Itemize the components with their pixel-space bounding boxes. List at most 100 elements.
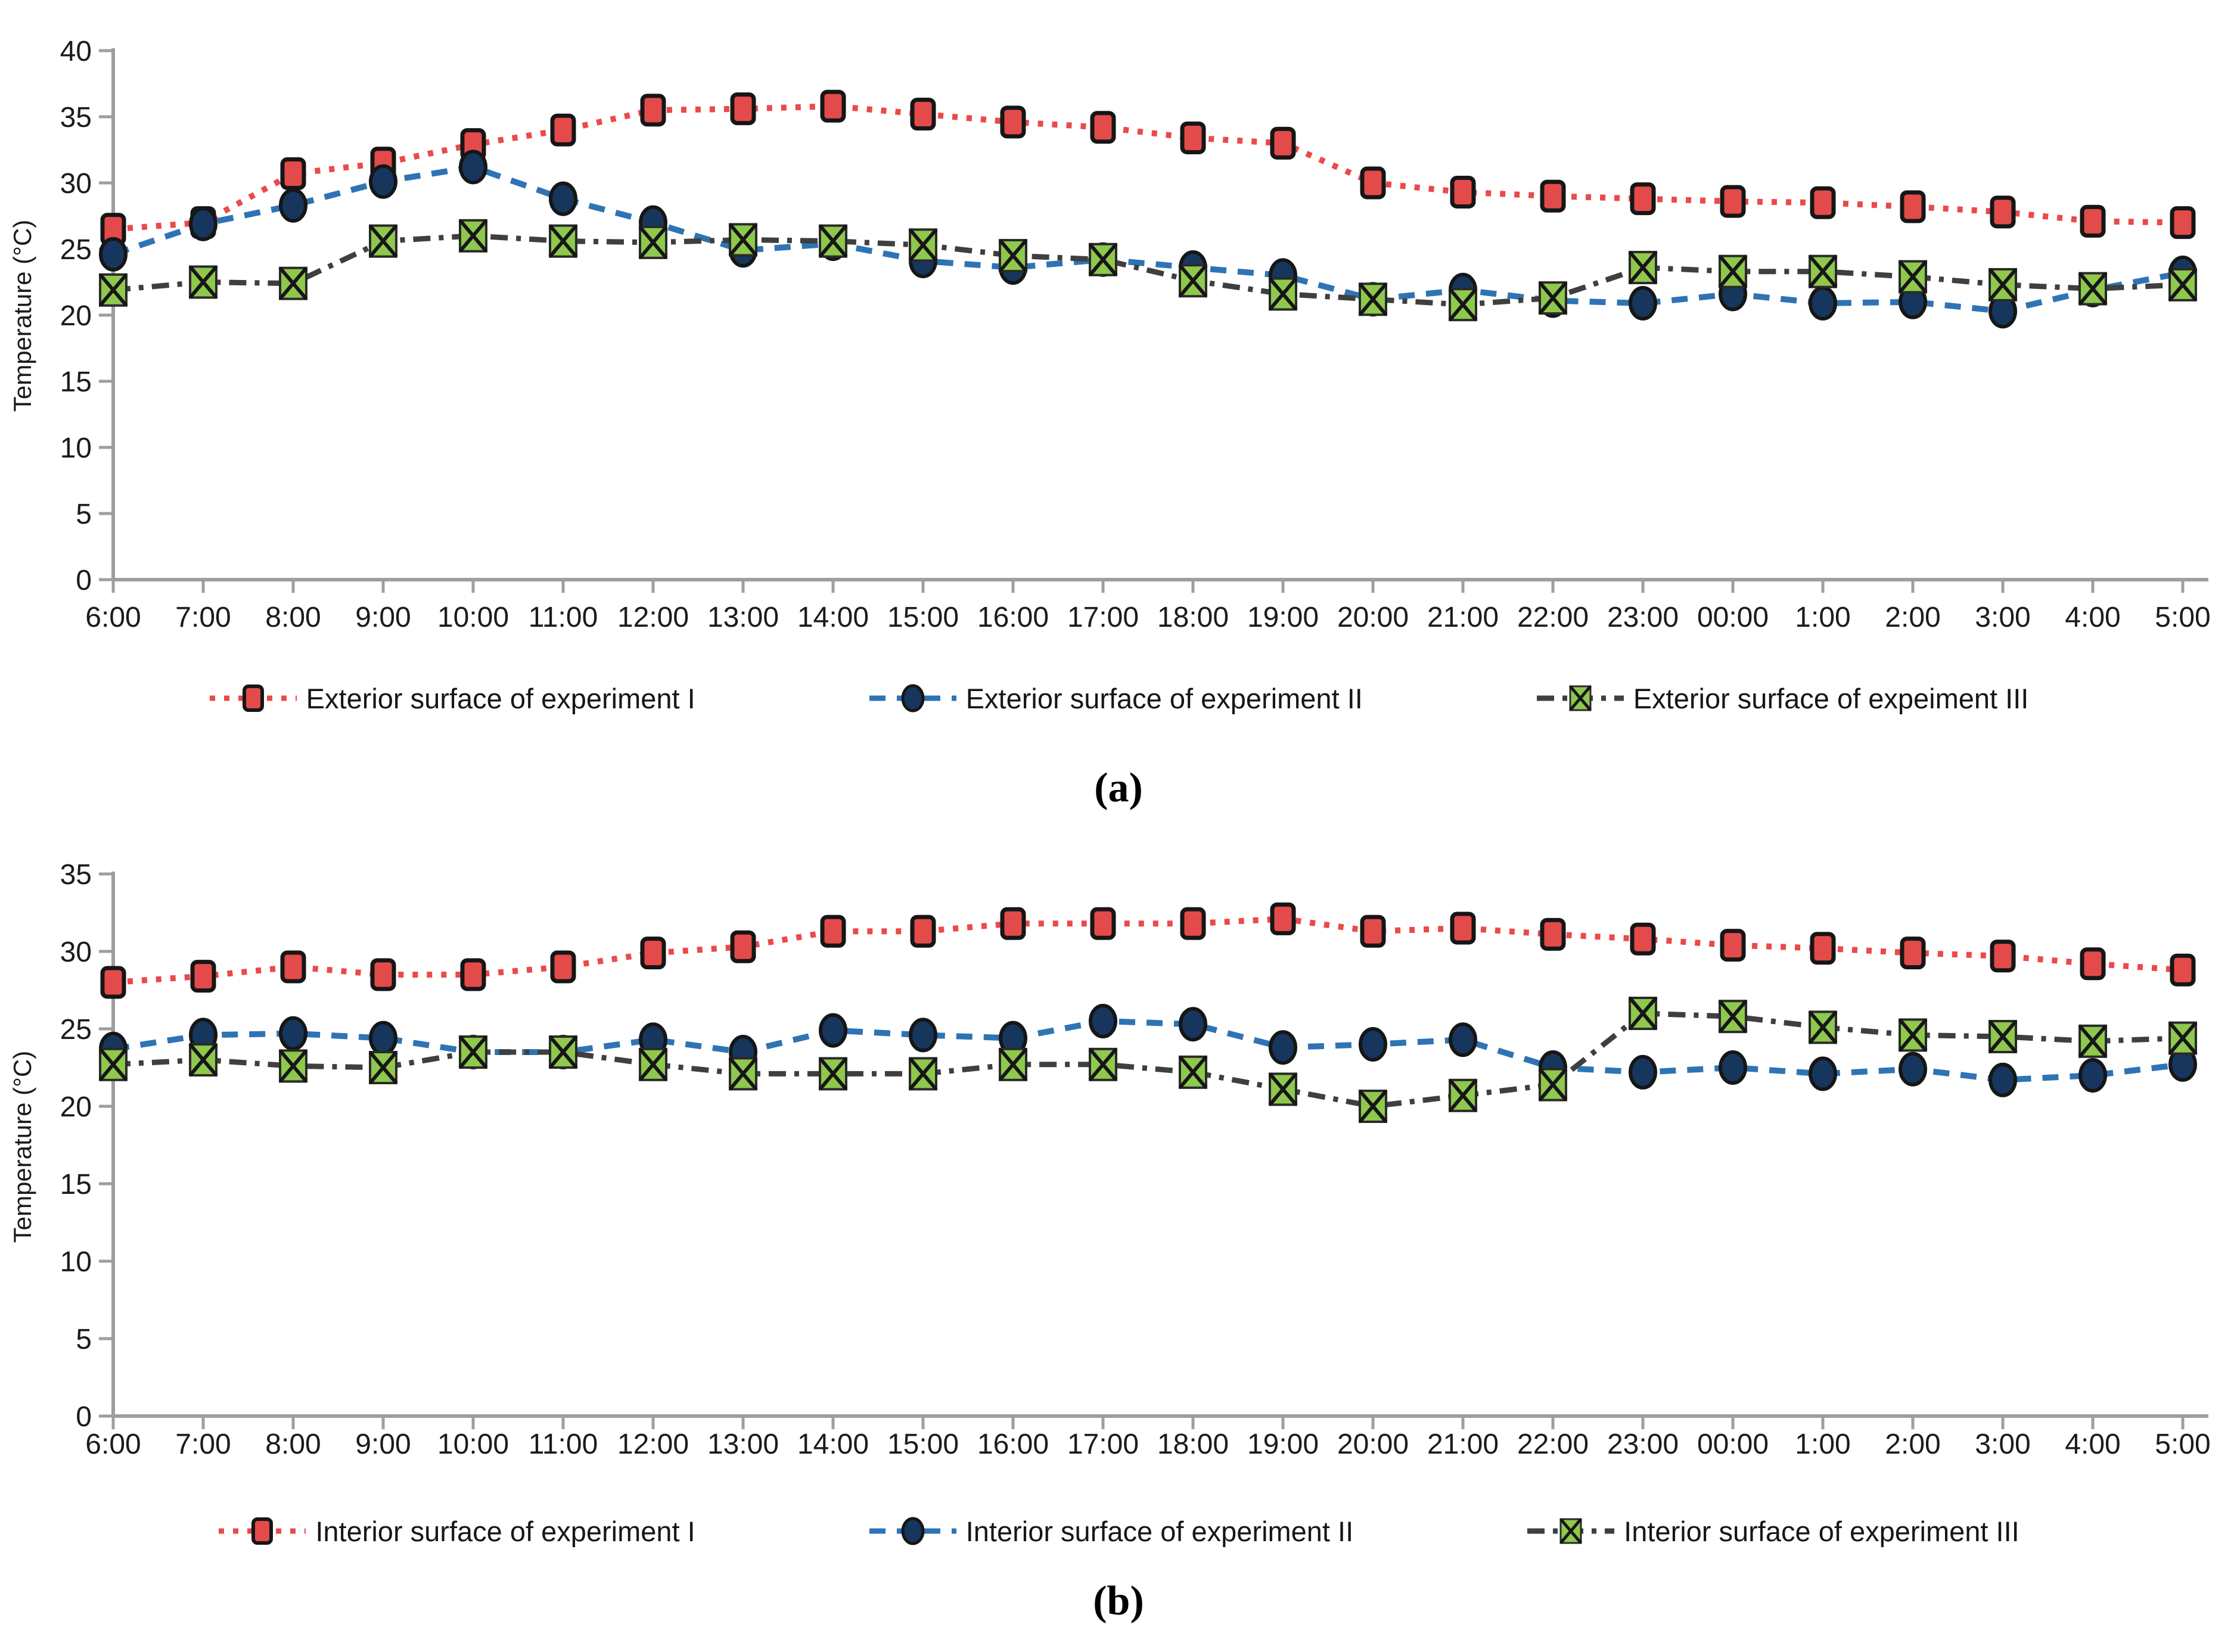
x-tick-label: 16:00 — [977, 1429, 1049, 1460]
legend-item-exterior-2: Exterior surface of experiment II — [868, 679, 1363, 717]
legend-item-exterior-3: Exterior surface of expeiment III — [1536, 679, 2028, 717]
series-line-3 — [113, 233, 2183, 307]
x-tick-label: 18:00 — [1157, 602, 1229, 633]
series-markers-3 — [98, 997, 2198, 1123]
data-point-marker — [1000, 105, 1026, 139]
x-tick-label: 16:00 — [977, 602, 1049, 633]
caption-b: (b) — [1093, 1578, 1144, 1624]
data-point-marker — [459, 150, 487, 185]
y-tick-label: 40 — [60, 36, 92, 67]
y-tick-label: 0 — [76, 1401, 92, 1433]
x-tick-label: 15:00 — [887, 602, 959, 633]
data-point-marker — [1449, 1022, 1477, 1057]
data-point-marker — [2170, 206, 2196, 239]
y-tick-label: 25 — [60, 1014, 92, 1046]
x-tick-label: 6:00 — [85, 1429, 141, 1460]
data-point-marker — [1089, 1004, 1117, 1038]
data-point-marker — [1900, 190, 1926, 223]
data-point-marker — [1450, 911, 1476, 945]
data-point-marker — [100, 966, 126, 999]
axes: 0 5 10 15 20 25 30 35 40 6:00 7:00 8:00 9:00 10:00 11:… — [8, 36, 2211, 633]
x-tick-label: 14:00 — [797, 602, 869, 633]
y-tick-label: 5 — [76, 1324, 92, 1355]
data-point-marker — [190, 960, 216, 993]
data-point-marker — [369, 164, 397, 199]
data-point-marker — [1540, 917, 1566, 951]
data-point-marker — [909, 1018, 937, 1053]
data-point-marker — [99, 237, 128, 272]
data-point-marker — [1810, 186, 1836, 219]
data-point-marker — [1720, 929, 1746, 962]
series-markers-2 — [99, 1004, 2197, 1097]
y-tick-label: 35 — [60, 859, 92, 891]
x-tick-label: 13:00 — [707, 1429, 779, 1460]
data-point-marker — [1540, 179, 1566, 213]
x-tick-label: 17:00 — [1067, 1429, 1139, 1460]
x-tick-label: 15:00 — [887, 1429, 959, 1460]
series-line-1 — [113, 916, 2183, 985]
data-point-marker — [820, 914, 846, 948]
x-tick-label: 18:00 — [1157, 1429, 1229, 1460]
series-line-3 — [113, 1010, 2183, 1109]
data-point-marker — [1450, 176, 1476, 209]
x-tick-label: 8:00 — [265, 602, 321, 633]
x-tick-label: 5:00 — [2155, 1429, 2210, 1460]
x-tick-label: 6:00 — [85, 602, 141, 633]
data-point-marker — [1720, 185, 1746, 218]
x-tick-label: 1:00 — [1795, 1429, 1850, 1460]
x-tick-label: 21:00 — [1427, 602, 1499, 633]
data-point-marker — [1090, 907, 1116, 940]
x-tick-label: 5:00 — [2155, 602, 2210, 633]
x-tick-label: 7:00 — [175, 602, 231, 633]
legend-item-interior-3: Interior surface of experiment III — [1526, 1512, 2019, 1550]
chart-a-plot: 0 5 10 15 20 25 30 35 40 6:00 7:00 8:00 9:00 10:00 11:… — [8, 36, 2211, 633]
data-point-marker — [550, 113, 576, 147]
data-point-marker — [1900, 937, 1926, 970]
x-tick-label: 11:00 — [529, 1429, 598, 1460]
series-x-marker-icon — [1536, 679, 1625, 717]
data-point-marker — [1179, 1007, 1207, 1042]
series-circle-marker-icon — [868, 679, 958, 717]
data-point-marker — [640, 94, 666, 127]
data-point-marker — [1719, 1050, 1747, 1085]
data-point-marker — [820, 89, 846, 123]
x-tick-label: 4:00 — [2065, 602, 2120, 633]
data-point-marker — [1180, 907, 1206, 940]
data-point-marker — [1000, 907, 1026, 940]
series-x-marker-icon — [1526, 1512, 1615, 1550]
series-markers-3 — [98, 219, 2198, 322]
y-tick-label: 5 — [76, 499, 92, 530]
data-point-marker — [550, 950, 576, 984]
legend-item-interior-1: Interior surface of experiment I — [218, 1512, 695, 1550]
data-point-marker — [280, 157, 306, 190]
data-point-marker — [2170, 953, 2196, 987]
data-point-marker — [1360, 914, 1386, 948]
data-point-marker — [1630, 182, 1656, 216]
x-tick-label: 22:00 — [1517, 602, 1589, 633]
series-circle-marker-icon — [868, 1512, 958, 1550]
data-point-marker — [910, 914, 936, 948]
series-line-2 — [112, 164, 2183, 315]
legend-label: Interior surface of experiment I — [315, 1515, 695, 1547]
y-tick-label: 15 — [60, 1169, 92, 1200]
data-point-marker — [1809, 1056, 1837, 1091]
x-tick-label: 12:00 — [617, 1429, 689, 1460]
x-tick-label: 10:00 — [437, 602, 509, 633]
data-point-marker — [640, 937, 666, 970]
x-tick-label: 00:00 — [1697, 602, 1769, 633]
data-point-marker — [1360, 166, 1386, 200]
y-axis-title: Temperature (°C) — [8, 220, 36, 412]
x-tick-label: 14:00 — [797, 1429, 869, 1460]
data-point-marker — [1809, 286, 1837, 321]
x-tick-label: 22:00 — [1517, 1429, 1589, 1460]
x-tick-label: 23:00 — [1607, 1429, 1679, 1460]
data-point-marker — [1629, 286, 1657, 321]
data-point-marker — [1630, 922, 1656, 956]
data-point-marker — [2080, 947, 2106, 981]
x-tick-label: 19:00 — [1247, 602, 1319, 633]
x-tick-label: 8:00 — [265, 1429, 321, 1460]
x-tick-label: 9:00 — [355, 602, 411, 633]
data-point-marker — [460, 958, 486, 991]
data-point-marker — [730, 930, 756, 963]
x-tick-label: 00:00 — [1697, 1429, 1769, 1460]
